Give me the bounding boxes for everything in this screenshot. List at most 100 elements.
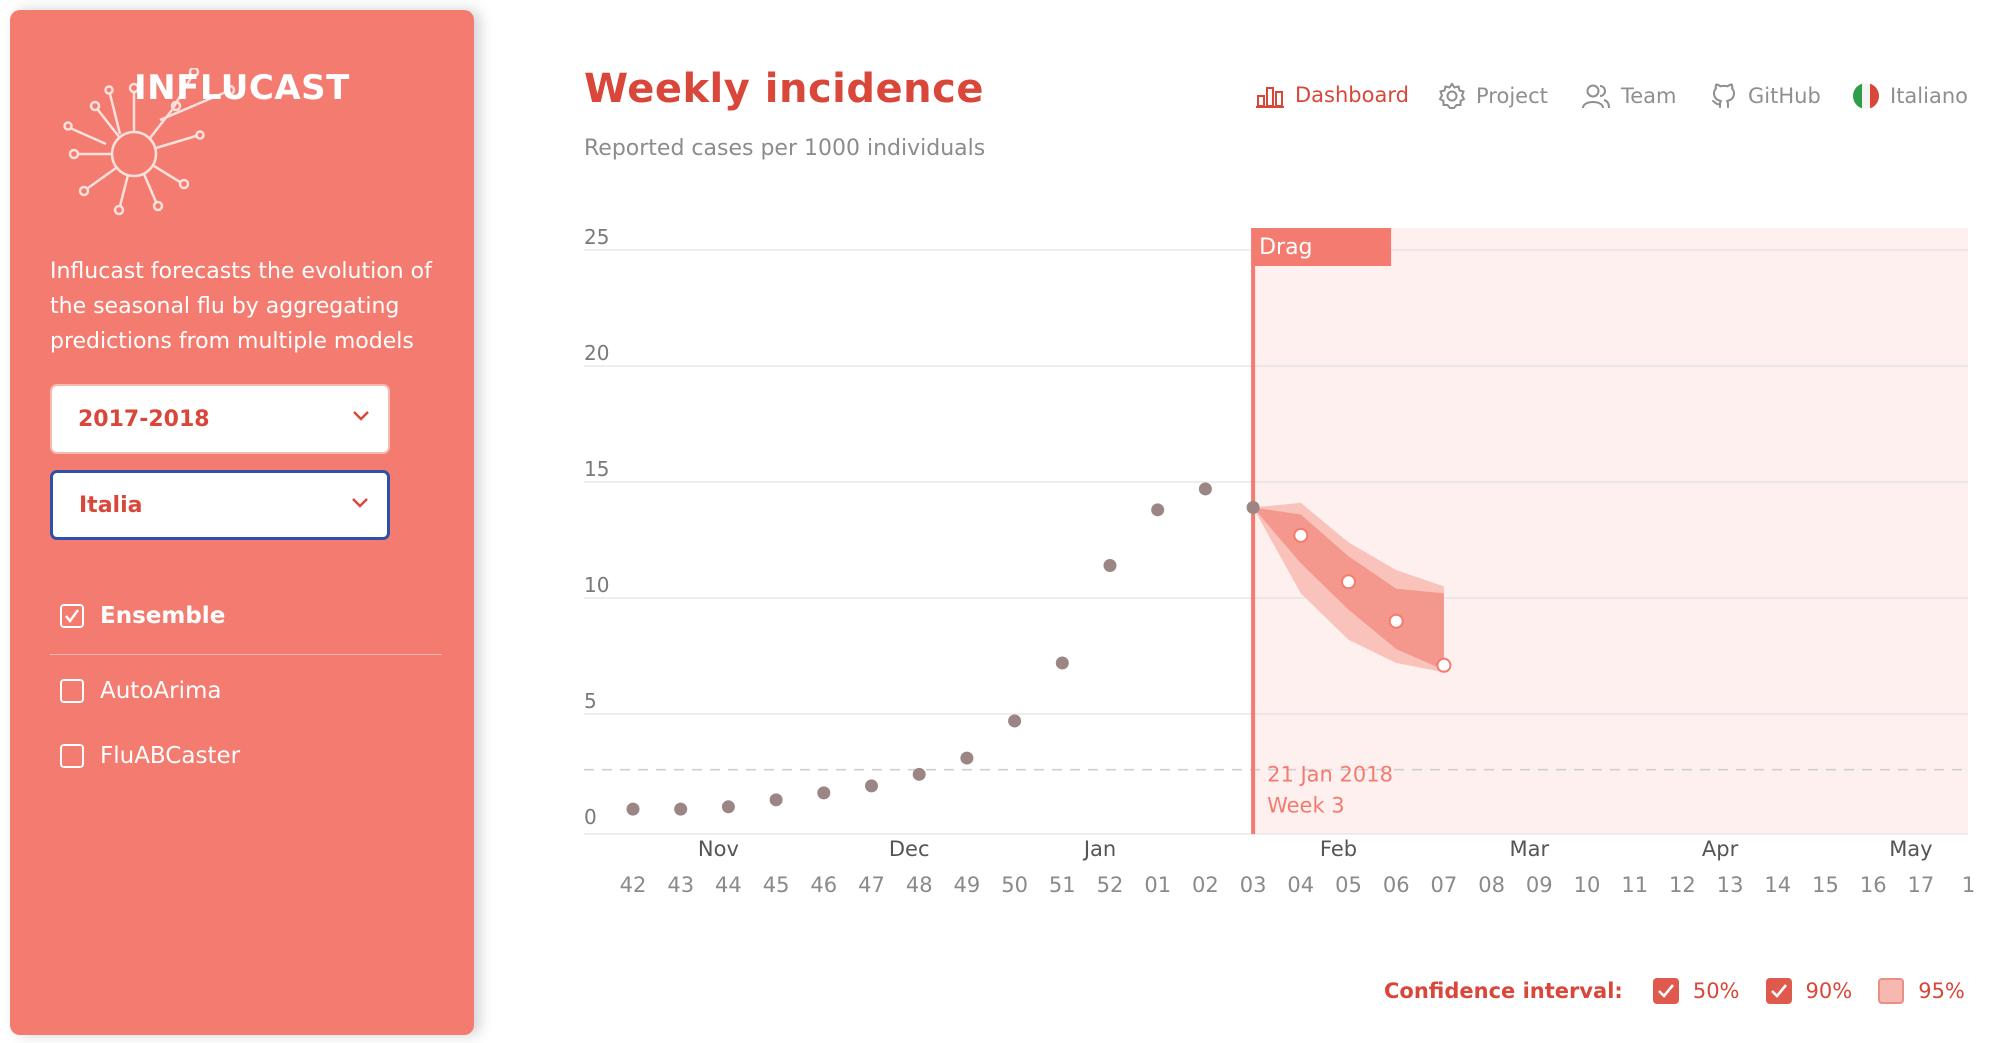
- page-subtitle: Reported cases per 1000 individuals: [584, 136, 986, 161]
- x-week-label: 46: [810, 873, 837, 897]
- nav-label: Dashboard: [1295, 83, 1409, 107]
- y-tick-label: 10: [584, 573, 609, 597]
- x-week-label: 47: [858, 873, 885, 897]
- x-week-label: 51: [1049, 873, 1076, 897]
- current-date-label: 21 Jan 2018: [1267, 763, 1393, 787]
- x-week-label: 1: [1962, 873, 1975, 897]
- model-label: Ensemble: [100, 603, 226, 629]
- forecast-point: [1436, 657, 1452, 673]
- bar-chart-icon: [1256, 87, 1284, 108]
- drag-label: Drag: [1259, 235, 1312, 260]
- observed-point: [1008, 714, 1022, 728]
- nav-github[interactable]: GitHub: [1710, 82, 1821, 110]
- x-week-label: 04: [1287, 873, 1314, 897]
- season-select[interactable]: 2017-2018: [50, 384, 390, 454]
- region-value: Italia: [79, 492, 143, 518]
- divider: [50, 654, 442, 655]
- y-tick-label: 20: [584, 341, 609, 365]
- y-tick-label: 15: [584, 457, 609, 481]
- page-title: Weekly incidence: [584, 66, 984, 112]
- ci-option-label: 50%: [1692, 979, 1740, 1003]
- y-tick-label: 25: [584, 225, 609, 249]
- forecast-point: [1388, 613, 1404, 629]
- x-week-label: 52: [1097, 873, 1124, 897]
- checkbox-unchecked-icon[interactable]: [60, 679, 84, 703]
- checkbox-checked-icon[interactable]: [1765, 978, 1792, 1004]
- model-label: AutoArima: [100, 678, 222, 704]
- model-label: FluABCaster: [100, 743, 241, 769]
- ci-option-90[interactable]: 90%: [1765, 978, 1853, 1004]
- x-week-label: 09: [1526, 873, 1553, 897]
- x-week-label: 48: [906, 873, 933, 897]
- observed-point: [960, 751, 974, 765]
- x-week-label: 49: [954, 873, 981, 897]
- nav-dashboard[interactable]: Dashboard: [1255, 82, 1409, 108]
- nav-label: Project: [1476, 84, 1548, 108]
- x-week-label: 16: [1860, 873, 1887, 897]
- x-week-label: 11: [1621, 873, 1648, 897]
- github-icon: [1712, 83, 1735, 108]
- x-week-label: 02: [1192, 873, 1219, 897]
- ci-option-label: 95%: [1918, 979, 1965, 1003]
- ci-option-label: 90%: [1805, 979, 1853, 1003]
- nav-project[interactable]: Project: [1438, 82, 1548, 110]
- x-month-label: Feb: [1320, 837, 1357, 861]
- chevron-down-icon: [353, 411, 369, 421]
- x-week-label: 10: [1574, 873, 1601, 897]
- checkbox-unchecked-icon[interactable]: [60, 744, 84, 768]
- nav-team[interactable]: Team: [1581, 82, 1677, 110]
- x-week-label: 42: [620, 873, 647, 897]
- x-week-label: 17: [1908, 873, 1935, 897]
- nav-label: GitHub: [1748, 84, 1821, 108]
- model-checkbox-ensemble[interactable]: Ensemble: [60, 603, 225, 629]
- x-week-label: 01: [1144, 873, 1171, 897]
- observed-point: [865, 779, 878, 793]
- x-week-label: 14: [1764, 873, 1791, 897]
- italy-flag-icon: [1853, 83, 1879, 109]
- y-tick-label: 5: [584, 689, 597, 713]
- current-week-label: Week 3: [1267, 794, 1345, 818]
- ci-option-50[interactable]: 50%: [1652, 978, 1740, 1004]
- x-week-label: 07: [1431, 873, 1458, 897]
- influcast-logo-icon: [63, 68, 236, 216]
- x-month-label: Apr: [1702, 837, 1739, 861]
- observed-point: [1246, 501, 1260, 515]
- observed-point: [1103, 559, 1117, 573]
- season-value: 2017-2018: [78, 406, 210, 432]
- observed-point: [721, 800, 735, 814]
- model-checkbox-autoarima[interactable]: AutoArima: [60, 678, 221, 704]
- observed-point: [1198, 482, 1212, 496]
- gear-icon: [1438, 82, 1466, 109]
- x-week-label: 43: [667, 873, 694, 897]
- x-month-label: May: [1889, 837, 1932, 861]
- x-month-label: Nov: [698, 837, 739, 861]
- nav-language[interactable]: Italiano: [1852, 82, 1968, 110]
- x-month-label: Mar: [1509, 837, 1549, 861]
- model-checkbox-fluabcaster[interactable]: FluABCaster: [60, 743, 240, 769]
- observed-point: [769, 793, 783, 807]
- observed-point: [1151, 503, 1165, 517]
- checkbox-unchecked-icon[interactable]: [1878, 978, 1905, 1004]
- forecast-point: [1341, 574, 1356, 590]
- x-week-label: 44: [715, 873, 742, 897]
- app-name: INFLUCAST: [134, 68, 350, 108]
- x-week-label: 50: [1001, 873, 1028, 897]
- x-week-label: 08: [1478, 873, 1505, 897]
- y-tick-label: 0: [584, 805, 597, 829]
- nav-label: Italiano: [1890, 84, 1968, 108]
- x-week-label: 45: [763, 873, 790, 897]
- ci-option-95[interactable]: 95%: [1878, 978, 1965, 1004]
- observed-point: [1055, 656, 1069, 670]
- x-week-label: 12: [1669, 873, 1696, 897]
- confidence-interval-label: Confidence interval:: [1384, 979, 1623, 1003]
- x-month-label: Dec: [889, 837, 930, 861]
- checkbox-checked-icon[interactable]: [1652, 978, 1679, 1004]
- forecast-point: [1293, 527, 1309, 543]
- region-select[interactable]: Italia: [50, 470, 390, 540]
- observed-point: [912, 767, 926, 781]
- checkbox-checked-icon[interactable]: [60, 604, 84, 628]
- app-description: Influcast forecasts the evolution of the…: [50, 259, 432, 354]
- x-week-label: 03: [1240, 873, 1267, 897]
- users-icon: [1582, 84, 1610, 109]
- x-week-label: 13: [1717, 873, 1744, 897]
